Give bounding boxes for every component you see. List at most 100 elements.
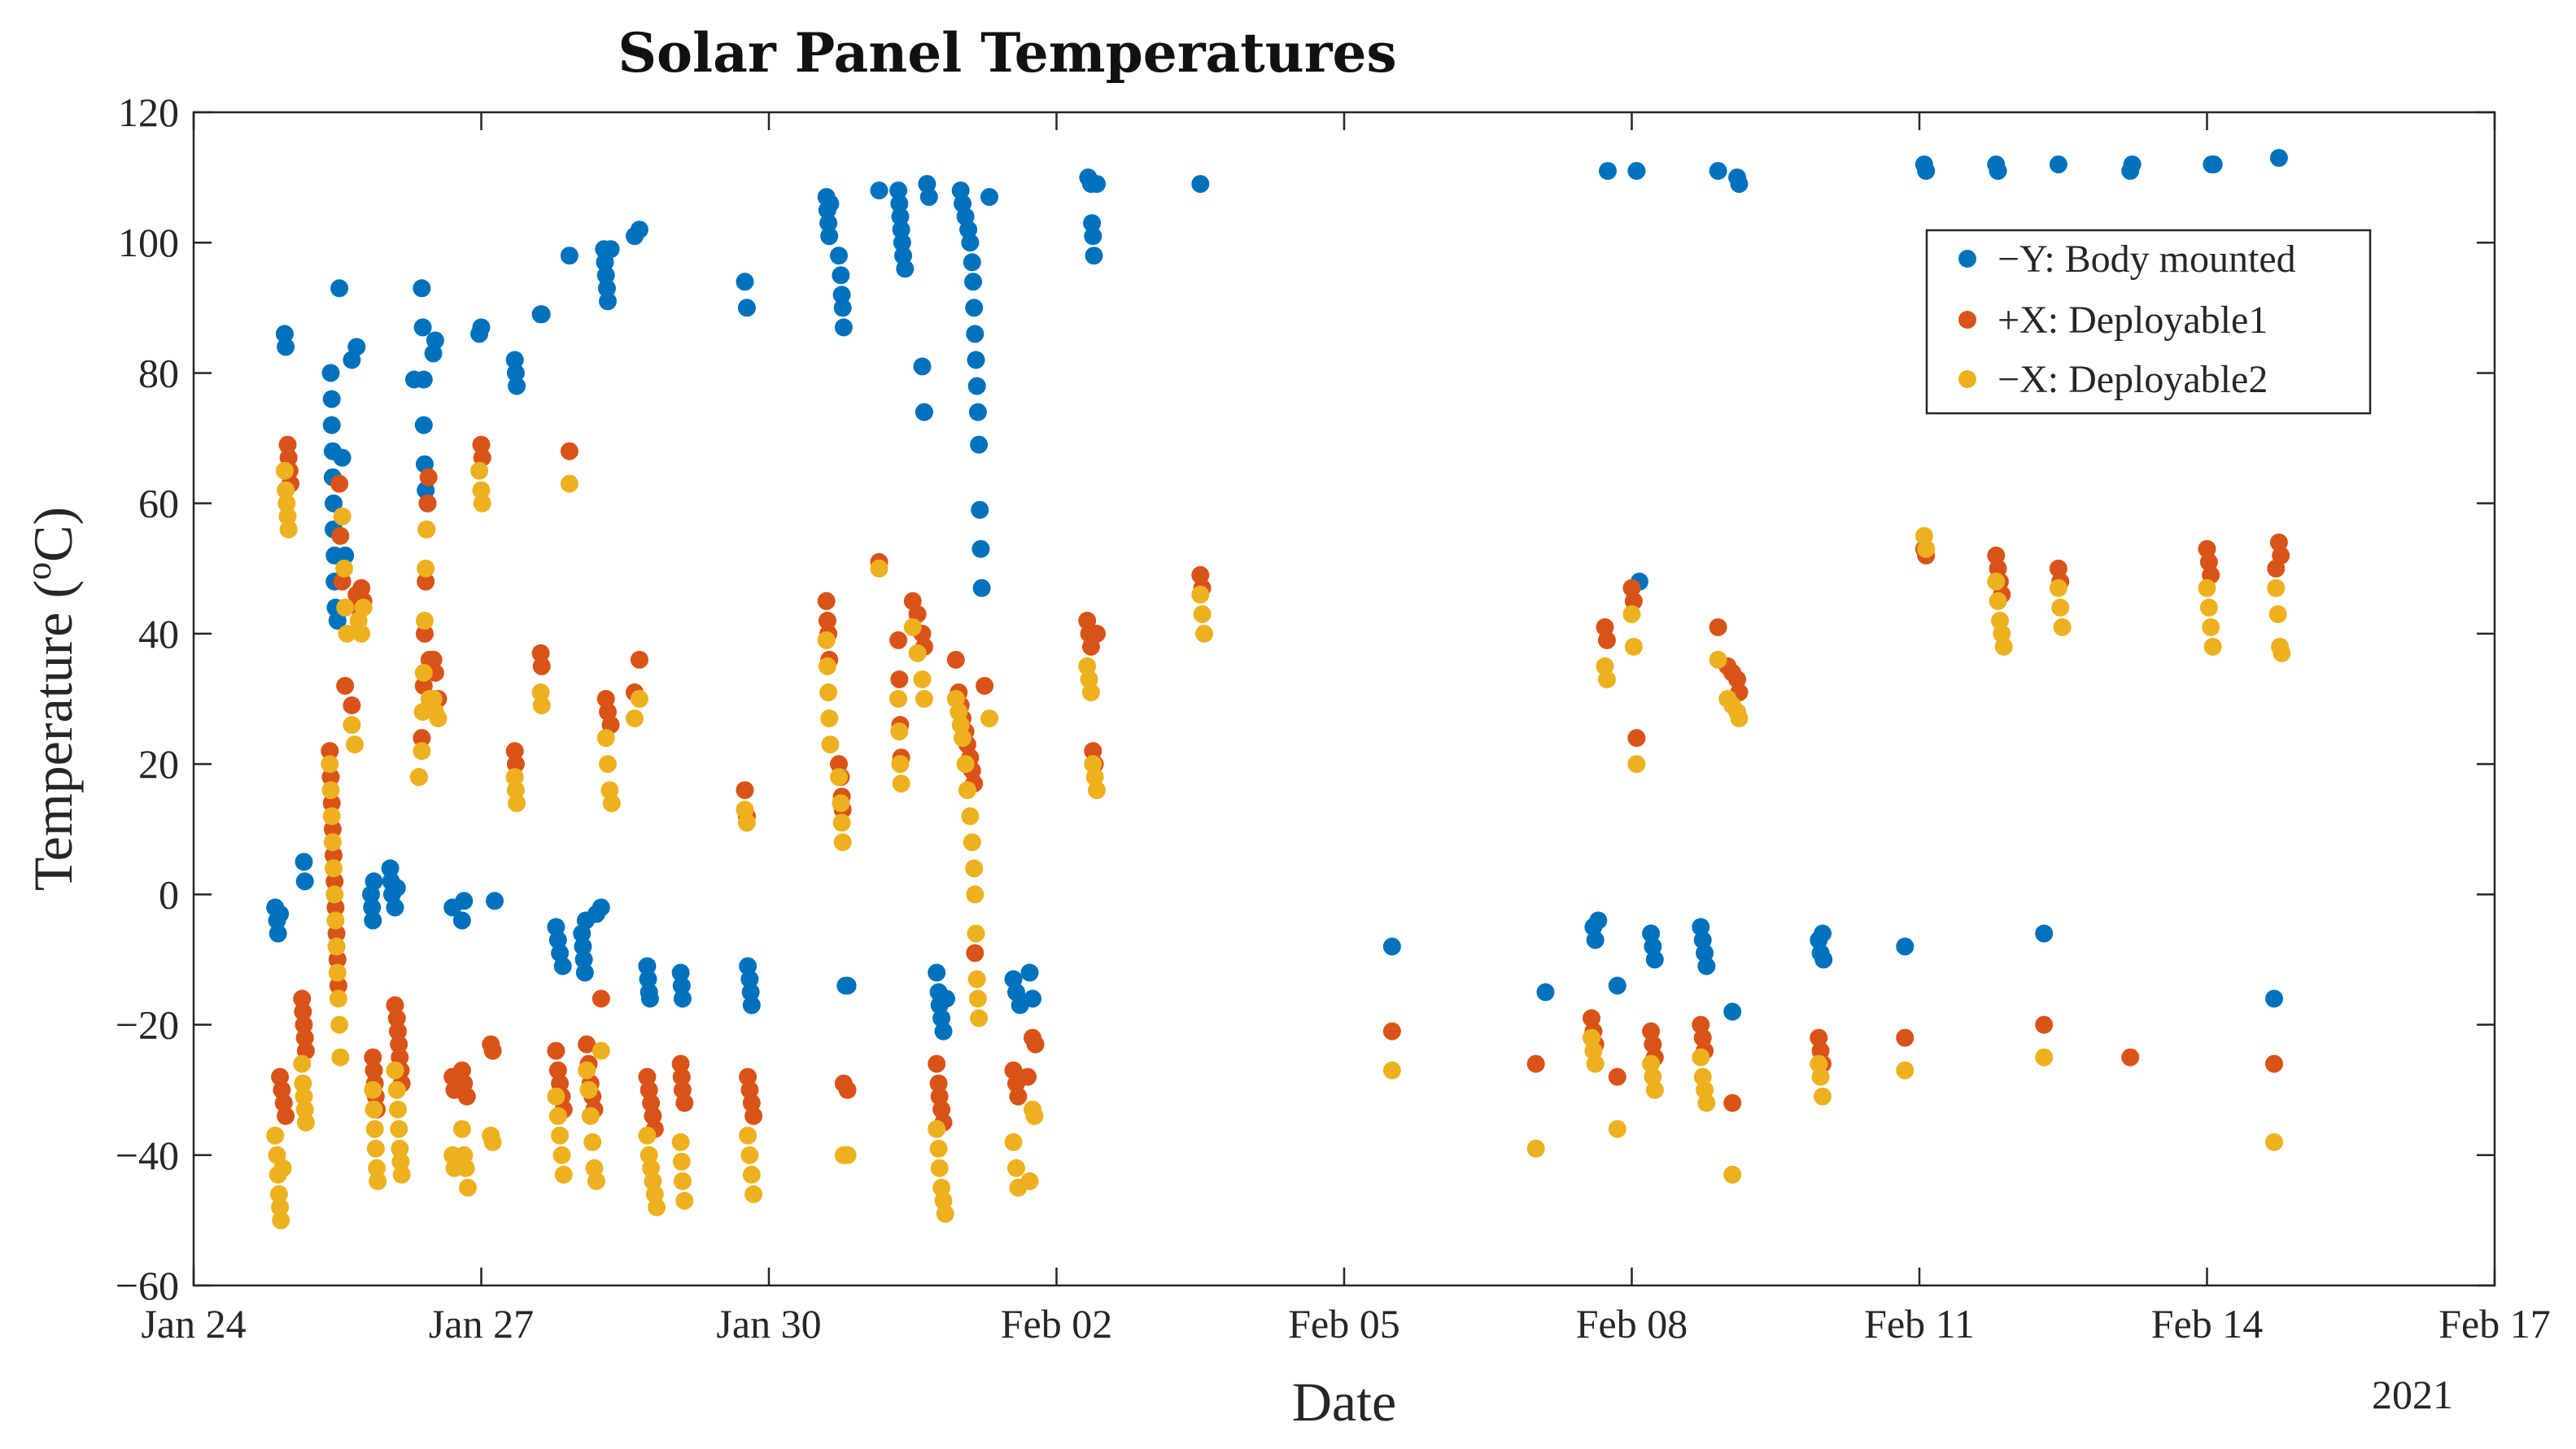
data-point-deployable2 (369, 1172, 387, 1190)
data-point-deployable2 (830, 768, 848, 787)
data-point-deployable2 (630, 690, 648, 708)
data-point-body-mounted (2123, 155, 2142, 174)
y-tick-label: −40 (116, 1133, 179, 1178)
data-point-body-mounted (1696, 944, 1714, 962)
data-point-body-mounted (919, 188, 938, 207)
data-point-body-mounted (965, 299, 984, 317)
data-point-body-mounted (832, 286, 851, 304)
y-tick-label: 80 (138, 350, 179, 395)
data-point-deployable2 (277, 481, 295, 500)
data-point-body-mounted (1599, 162, 1617, 181)
data-point-body-mounted (964, 273, 982, 291)
data-point-deployable2 (648, 1198, 666, 1216)
data-point-deployable1 (323, 820, 342, 839)
data-point-deployable1 (331, 526, 350, 545)
data-point-body-mounted (599, 292, 617, 311)
data-point-body-mounted (673, 989, 692, 1008)
data-point-deployable1 (325, 872, 344, 891)
data-point-deployable2 (1624, 637, 1643, 656)
data-point-body-mounted (890, 194, 909, 213)
data-point-deployable2 (429, 709, 448, 727)
data-point-body-mounted (1697, 957, 1716, 975)
data-point-deployable1 (1583, 1009, 1600, 1028)
data-point-deployable2 (273, 1159, 292, 1177)
data-point-deployable1 (1382, 1022, 1401, 1041)
data-point-deployable2 (928, 1119, 946, 1138)
data-point-body-mounted (737, 299, 756, 317)
data-point-deployable1 (2198, 539, 2216, 558)
data-point-deployable1 (2267, 559, 2286, 578)
data-point-deployable2 (1811, 1067, 1830, 1086)
data-point-deployable2 (452, 1119, 471, 1138)
data-point-deployable2 (672, 1152, 691, 1171)
data-point-deployable2 (2198, 578, 2216, 597)
data-point-deployable2 (1025, 1106, 1044, 1125)
data-point-deployable2 (1020, 1172, 1039, 1190)
data-point-body-mounted (893, 233, 911, 252)
data-point-deployable2 (954, 729, 971, 748)
data-point-body-mounted (937, 989, 955, 1008)
data-point-body-mounted (672, 976, 691, 995)
data-point-deployable1 (592, 989, 610, 1008)
data-point-body-mounted (601, 240, 620, 259)
data-point-deployable2 (1526, 1139, 1545, 1158)
data-point-deployable2 (389, 1100, 407, 1119)
data-point-body-mounted (972, 578, 991, 597)
data-point-deployable2 (275, 461, 294, 480)
data-point-deployable2 (838, 1146, 857, 1164)
data-point-deployable2 (817, 631, 836, 649)
data-point-deployable1 (1627, 729, 1646, 748)
data-point-deployable1 (419, 468, 438, 487)
data-point-deployable2 (295, 1087, 313, 1106)
data-point-body-mounted (1084, 227, 1102, 246)
data-point-body-mounted (740, 970, 759, 989)
data-point-deployable2 (587, 1172, 605, 1190)
data-point-deployable2 (602, 794, 621, 813)
y-tick-label: 100 (118, 220, 179, 265)
data-point-body-mounted (1382, 937, 1401, 956)
data-point-body-mounted (363, 898, 382, 917)
data-point-deployable1 (390, 1035, 408, 1054)
x-tick-label: Feb 05 (1288, 1301, 1400, 1346)
data-point-body-mounted (2269, 149, 2288, 168)
data-point-body-mounted (269, 924, 287, 943)
legend-label-deployable2: −X: Deployable2 (1997, 358, 2268, 401)
data-point-body-mounted (889, 181, 908, 200)
data-point-deployable2 (459, 1178, 477, 1197)
x-axis-ticks: Jan 24 Jan 27 Jan 30 Feb 02 Feb 05 Feb 08 Feb … (141, 112, 2551, 1346)
data-point-deployable2 (1814, 1087, 1832, 1106)
data-point-deployable1 (818, 611, 836, 630)
x-tick-label: Feb 08 (1576, 1301, 1688, 1346)
data-point-body-mounted (966, 325, 985, 343)
data-point-body-mounted (328, 611, 347, 630)
data-point-body-mounted (2265, 989, 2283, 1008)
data-point-deployable2 (645, 1185, 664, 1203)
data-point-deployable2 (1644, 1067, 1662, 1086)
series-deployable2 (266, 461, 2291, 1229)
data-point-body-mounted (574, 937, 592, 956)
legend-marker-deployable1 (1958, 311, 1976, 329)
data-point-deployable2 (583, 1133, 602, 1151)
data-point-deployable2 (333, 507, 351, 526)
data-point-deployable1 (929, 1074, 948, 1093)
data-point-deployable2 (2273, 644, 2291, 662)
data-point-deployable1 (505, 742, 524, 761)
data-point-body-mounted (1709, 162, 1727, 181)
data-point-deployable1 (452, 1061, 471, 1080)
data-point-deployable2 (2199, 598, 2218, 617)
data-point-deployable1 (321, 768, 340, 787)
x-tick-label: Feb 17 (2438, 1301, 2551, 1346)
legend-marker-deployable2 (1958, 370, 1976, 388)
data-point-deployable2 (552, 1146, 571, 1164)
data-point-deployable2 (326, 911, 345, 930)
data-point-deployable2 (417, 559, 435, 578)
data-point-deployable2 (329, 989, 347, 1008)
data-point-body-mounted (455, 892, 474, 910)
data-point-deployable2 (673, 1172, 692, 1190)
legend-marker-body-mounted (1958, 250, 1976, 268)
data-point-deployable1 (389, 1022, 407, 1041)
data-point-deployable2 (929, 1139, 948, 1158)
data-point-body-mounted (1896, 937, 1915, 956)
data-point-deployable2 (966, 885, 985, 904)
data-point-deployable2 (294, 1074, 312, 1093)
